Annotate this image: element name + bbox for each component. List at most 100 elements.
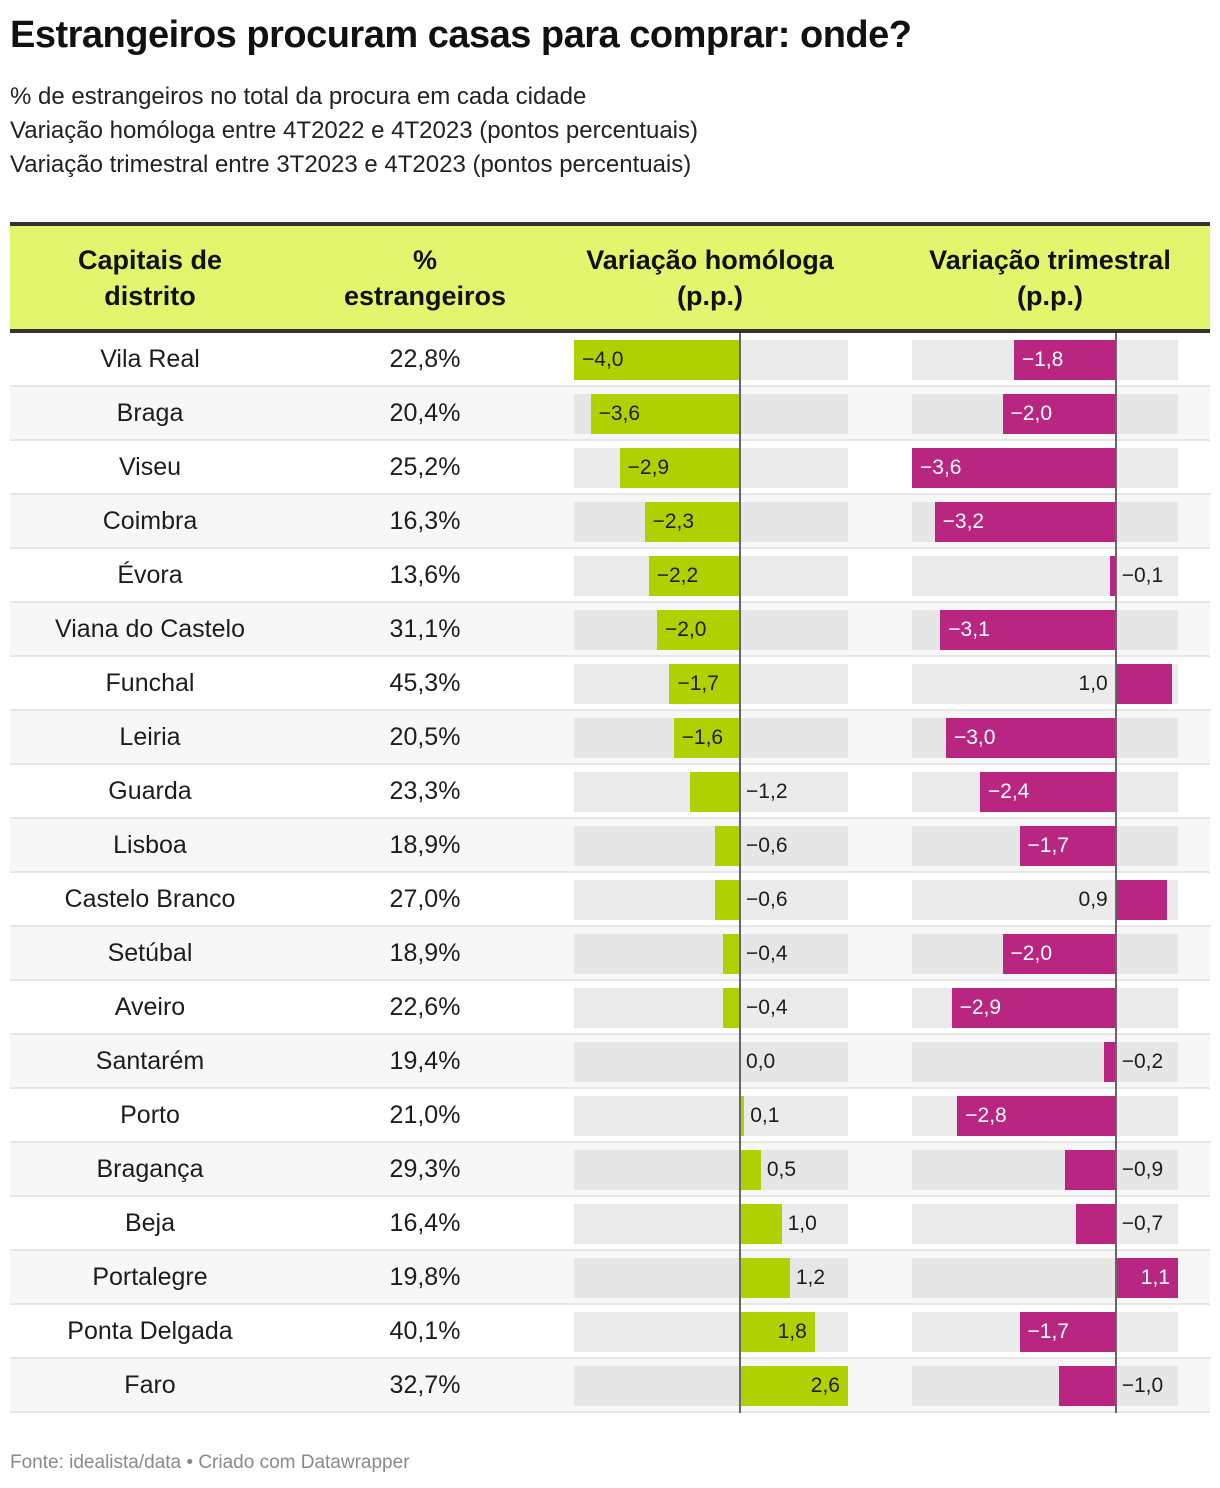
homologa-zero-axis (739, 333, 742, 1413)
trimestral-bar-cell: −0,1 (912, 556, 1178, 596)
table-row: Funchal 45,3% −1,7 1,0 (10, 657, 1210, 711)
homologa-bar (740, 1312, 815, 1352)
trimestral-bar (1002, 394, 1116, 434)
subtitle-line: Variação homóloga entre 4T2022 e 4T2023 … (10, 117, 698, 144)
column-header-trimestral[interactable]: Variação trimestral (p.p.) (900, 226, 1200, 329)
trimestral-bar (1115, 880, 1167, 920)
column-header-city[interactable]: Capitais de distrito (10, 226, 290, 329)
pct-cell: 18,9% (389, 938, 461, 967)
trimestral-value-label: −2,0 (1010, 402, 1053, 425)
trimestral-bar-cell: −3,1 (912, 610, 1178, 650)
pct-cell: 21,0% (389, 1100, 461, 1129)
trimestral-value-label: −0,1 (1121, 564, 1164, 587)
homologa-bar (619, 448, 741, 488)
homologa-bar-cell: −0,6 (574, 880, 848, 920)
trimestral-value-label: −1,7 (1027, 834, 1069, 857)
city-cell: Bragança (96, 1154, 204, 1183)
trimestral-value-label: 0,9 (1078, 888, 1108, 911)
homologa-bar-cell: 0,1 (574, 1096, 848, 1136)
homologa-value-label: −1,6 (681, 726, 724, 749)
trimestral-bar (1059, 1366, 1116, 1406)
table-row: Beja 16,4% 1,0 −0,7 (10, 1197, 1210, 1251)
homologa-bar-cell: −0,6 (574, 826, 848, 866)
table-row: Ponta Delgada 40,1% 1,8 −1,7 (10, 1305, 1210, 1359)
trimestral-bar (1115, 1258, 1178, 1298)
trimestral-value-label: −2,4 (987, 780, 1030, 803)
pct-cell: 22,6% (389, 992, 461, 1021)
data-table: Capitais de distrito % estrangeiros Vari… (10, 222, 1210, 1413)
table-row: Bragança 29,3% 0,5 −0,9 (10, 1143, 1210, 1197)
column-header-pct[interactable]: % estrangeiros (310, 226, 540, 329)
table-row: Aveiro 22,6% −0,4 −2,9 (10, 981, 1210, 1035)
table-row: Viana do Castelo 31,1% −2,0 −3,1 (10, 603, 1210, 657)
trimestral-bar (945, 718, 1116, 758)
table-row: Faro 32,7% 2,6 −1,0 (10, 1359, 1210, 1413)
trimestral-value-label: −0,7 (1121, 1212, 1164, 1235)
trimestral-bar (1104, 1042, 1116, 1082)
trimestral-bar-cell: −1,7 (912, 826, 1178, 866)
trimestral-bar-cell: 0,9 (912, 880, 1178, 920)
trimestral-bar-cell: −3,0 (912, 718, 1178, 758)
pct-cell: 23,3% (389, 776, 461, 805)
pct-cell: 16,3% (389, 506, 461, 535)
table-row: Leiria 20,5% −1,6 −3,0 (10, 711, 1210, 765)
trimestral-bar-cell: −2,8 (912, 1096, 1178, 1136)
city-cell: Vila Real (100, 344, 200, 373)
table-row: Vila Real 22,8% −4,0 −1,8 (10, 333, 1210, 387)
trimestral-value-label: −1,0 (1121, 1374, 1164, 1397)
homologa-bar-cell: −1,2 (574, 772, 848, 812)
homologa-value-label: −2,3 (652, 510, 695, 533)
trimestral-bar-cell: −2,4 (912, 772, 1178, 812)
trimestral-bar (979, 772, 1116, 812)
homologa-bar (740, 1150, 761, 1190)
homologa-value-label: −0,4 (746, 996, 788, 1019)
pct-cell: 18,9% (389, 830, 461, 859)
pct-cell: 16,4% (389, 1208, 461, 1237)
homologa-value-label: −2,9 (627, 456, 670, 479)
subtitle-line: % de estrangeiros no total da procura em… (10, 83, 587, 110)
city-cell: Aveiro (114, 992, 186, 1021)
homologa-bar-cell: 0,5 (574, 1150, 848, 1190)
homologa-value-label: −0,6 (746, 834, 788, 857)
table-row: Santarém 19,4% 0,0 −0,2 (10, 1035, 1210, 1089)
homologa-bar (715, 880, 741, 920)
homologa-value-label: −2,0 (665, 618, 707, 641)
city-cell: Ponta Delgada (67, 1316, 233, 1345)
trimestral-bar-cell: 1,0 (912, 664, 1178, 704)
trimestral-bar (1115, 664, 1173, 704)
pct-cell: 22,8% (389, 344, 461, 373)
trimestral-bar-cell: −0,7 (912, 1204, 1178, 1244)
homologa-value-label: −1,2 (746, 780, 788, 803)
homologa-bar-cell: 1,8 (574, 1312, 848, 1352)
trimestral-bar (1019, 1312, 1116, 1352)
table-row: Braga 20,4% −3,6 −2,0 (10, 387, 1210, 441)
trimestral-value-label: −3,2 (942, 510, 985, 533)
homologa-bar-cell: −2,2 (574, 556, 848, 596)
table-row: Guarda 23,3% −1,2 −2,4 (10, 765, 1210, 819)
pct-cell: 32,7% (389, 1370, 461, 1399)
trimestral-value-label: −1,7 (1027, 1320, 1069, 1343)
trimestral-bar-cell: −0,2 (912, 1042, 1178, 1082)
table-body: Vila Real 22,8% −4,0 −1,8 Braga 20,4% −3,6 −2,0… (10, 333, 1210, 1413)
column-header-homologa[interactable]: Variação homóloga (p.p.) (560, 226, 860, 329)
homologa-bar (673, 718, 741, 758)
homologa-bar (723, 988, 741, 1028)
homologa-bar-cell: −3,6 (574, 394, 848, 434)
homologa-value-label: −0,4 (746, 942, 788, 965)
trimestral-value-label: −2,9 (959, 996, 1002, 1019)
homologa-value-label: 2,6 (810, 1374, 840, 1397)
trimestral-value-label: −2,0 (1010, 942, 1053, 965)
trimestral-bar-cell: −3,2 (912, 502, 1178, 542)
column-header-label: Variação trimestral (p.p.) (929, 244, 1171, 311)
trimestral-value-label: −3,1 (948, 618, 990, 641)
homologa-value-label: 0,0 (746, 1050, 776, 1073)
pct-cell: 25,2% (389, 452, 461, 481)
trimestral-bar (1110, 556, 1116, 596)
column-header-label: Capitais de distrito (77, 244, 223, 311)
column-header-label: Variação homóloga (p.p.) (586, 244, 834, 311)
pct-cell: 31,1% (389, 614, 461, 643)
trimestral-bar-cell: −2,9 (912, 988, 1178, 1028)
trimestral-bar (957, 1096, 1116, 1136)
homologa-value-label: 0,1 (750, 1104, 780, 1127)
trimestral-bar-cell: −1,0 (912, 1366, 1178, 1406)
